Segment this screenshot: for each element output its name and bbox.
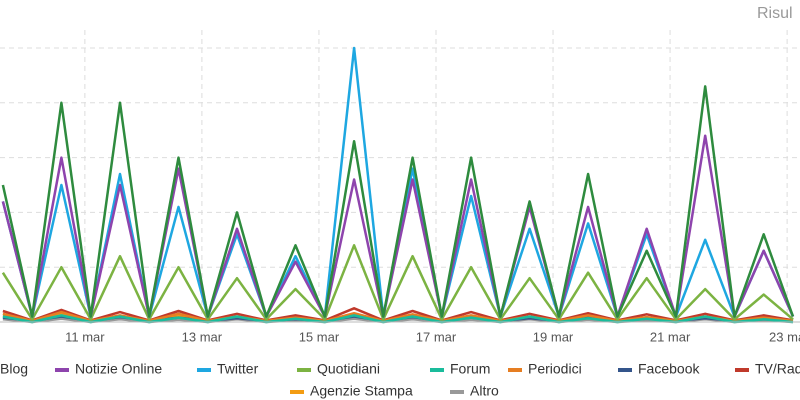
- legend-label: Notizie Online: [75, 361, 162, 377]
- legend-label: Blog: [0, 361, 28, 377]
- series-line: [1, 85, 795, 318]
- legend-label: Periodici: [528, 361, 582, 377]
- x-tick-label: 19 mar: [533, 329, 574, 344]
- series-line: [1, 244, 794, 321]
- series-line: [2, 307, 794, 322]
- legend-label: Forum: [450, 361, 490, 377]
- x-tick-label: 23 ma: [769, 329, 800, 344]
- series-line: [1, 134, 795, 318]
- legend-label: Quotidiani: [317, 361, 380, 377]
- series-line: [2, 314, 794, 324]
- chart-title: Risul: [757, 5, 793, 22]
- x-tick-label: 21 mar: [650, 329, 691, 344]
- x-tick-label: 11 mar: [65, 329, 105, 344]
- legend-label: Facebook: [638, 361, 700, 377]
- legend-label: Altro: [470, 383, 499, 399]
- x-tick-label: 13 mar: [182, 329, 223, 344]
- series-line: [1, 46, 795, 318]
- legend-label: Agenzie Stampa: [310, 383, 413, 399]
- legend-label: TV/Rad: [755, 361, 800, 377]
- x-tick-label: 17 mar: [416, 329, 457, 344]
- legend-label: Twitter: [217, 361, 259, 377]
- x-tick-label: 15 mar: [299, 329, 340, 344]
